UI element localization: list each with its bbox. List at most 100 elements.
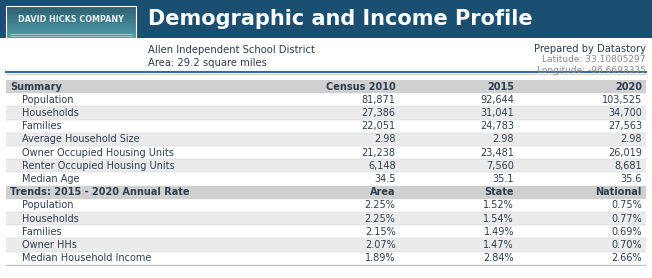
FancyBboxPatch shape (6, 13, 136, 14)
FancyBboxPatch shape (6, 33, 136, 34)
Text: Trends: 2015 - 2020 Annual Rate: Trends: 2015 - 2020 Annual Rate (10, 187, 190, 197)
Text: 2015: 2015 (487, 82, 514, 91)
Text: 2.07%: 2.07% (365, 240, 396, 250)
Text: 34,700: 34,700 (608, 108, 642, 118)
Text: Summary: Summary (10, 82, 62, 91)
Text: Latitude: 33.10805297: Latitude: 33.10805297 (542, 55, 646, 64)
FancyBboxPatch shape (6, 19, 136, 21)
Text: Longitude: -96.6693335: Longitude: -96.6693335 (537, 66, 646, 75)
FancyBboxPatch shape (6, 93, 646, 106)
FancyBboxPatch shape (6, 212, 646, 225)
Text: 2020: 2020 (615, 82, 642, 91)
FancyBboxPatch shape (6, 46, 136, 48)
Text: 23,481: 23,481 (480, 148, 514, 158)
FancyBboxPatch shape (6, 49, 136, 51)
FancyBboxPatch shape (6, 159, 646, 172)
FancyBboxPatch shape (6, 252, 646, 265)
Text: Owner HHs: Owner HHs (22, 240, 77, 250)
Text: Households: Households (22, 108, 79, 118)
Text: 0.77%: 0.77% (612, 214, 642, 224)
Text: Allen Independent School District: Allen Independent School District (148, 45, 315, 55)
Text: DAVID HICKS COMPANY: DAVID HICKS COMPANY (18, 16, 124, 24)
Text: 27,563: 27,563 (608, 121, 642, 131)
FancyBboxPatch shape (6, 24, 136, 26)
Text: Population: Population (22, 95, 74, 105)
Text: Median Age: Median Age (22, 174, 80, 184)
FancyBboxPatch shape (6, 14, 136, 16)
FancyBboxPatch shape (6, 120, 646, 133)
Text: Demographic and Income Profile: Demographic and Income Profile (148, 9, 533, 29)
Text: Owner Occupied Housing Units: Owner Occupied Housing Units (22, 148, 174, 158)
FancyBboxPatch shape (6, 106, 646, 120)
Text: 35.6: 35.6 (621, 174, 642, 184)
Text: 103,525: 103,525 (602, 95, 642, 105)
FancyBboxPatch shape (6, 146, 646, 159)
FancyBboxPatch shape (6, 31, 136, 33)
Text: 8,681: 8,681 (614, 161, 642, 171)
Text: 2.25%: 2.25% (364, 200, 396, 210)
Text: Area: Area (370, 187, 396, 197)
Text: 2.66%: 2.66% (612, 253, 642, 263)
FancyBboxPatch shape (6, 34, 136, 36)
Text: Area: 29.2 square miles: Area: 29.2 square miles (148, 58, 267, 68)
Text: 81,871: 81,871 (362, 95, 396, 105)
Text: Renter Occupied Housing Units: Renter Occupied Housing Units (22, 161, 175, 171)
Text: Census 2010: Census 2010 (326, 82, 396, 91)
FancyBboxPatch shape (6, 172, 646, 186)
FancyBboxPatch shape (6, 6, 136, 8)
Text: 0.75%: 0.75% (612, 200, 642, 210)
Text: 22,051: 22,051 (361, 121, 396, 131)
Text: 34.5: 34.5 (374, 174, 396, 184)
Text: National: National (596, 187, 642, 197)
Text: 6,148: 6,148 (368, 161, 396, 171)
FancyBboxPatch shape (6, 36, 136, 38)
FancyBboxPatch shape (6, 43, 136, 44)
Text: 1.89%: 1.89% (365, 253, 396, 263)
Text: 1.47%: 1.47% (483, 240, 514, 250)
FancyBboxPatch shape (6, 23, 136, 24)
Text: 2.25%: 2.25% (364, 214, 396, 224)
Text: Average Household Size: Average Household Size (22, 134, 140, 144)
Text: 1.52%: 1.52% (483, 200, 514, 210)
Text: Prepared by Datastory: Prepared by Datastory (534, 44, 646, 54)
Text: 7,560: 7,560 (486, 161, 514, 171)
FancyBboxPatch shape (6, 80, 646, 93)
FancyBboxPatch shape (6, 53, 136, 54)
Text: 26,019: 26,019 (608, 148, 642, 158)
Text: 27,386: 27,386 (362, 108, 396, 118)
FancyBboxPatch shape (6, 9, 136, 11)
FancyBboxPatch shape (6, 133, 646, 146)
FancyBboxPatch shape (6, 8, 136, 9)
FancyBboxPatch shape (0, 38, 652, 73)
FancyBboxPatch shape (6, 44, 136, 46)
Text: 1.54%: 1.54% (483, 214, 514, 224)
FancyBboxPatch shape (6, 26, 136, 28)
FancyBboxPatch shape (6, 21, 136, 23)
FancyBboxPatch shape (6, 51, 136, 53)
FancyBboxPatch shape (6, 186, 646, 199)
Text: 2.84%: 2.84% (483, 253, 514, 263)
Text: 2.15%: 2.15% (365, 227, 396, 237)
FancyBboxPatch shape (6, 239, 646, 252)
Text: 35.1: 35.1 (492, 174, 514, 184)
FancyBboxPatch shape (6, 18, 136, 19)
Text: 31,041: 31,041 (481, 108, 514, 118)
Text: 1.49%: 1.49% (484, 227, 514, 237)
Text: Median Household Income: Median Household Income (22, 253, 151, 263)
Text: Population: Population (22, 200, 74, 210)
FancyBboxPatch shape (0, 0, 652, 38)
FancyBboxPatch shape (6, 54, 136, 56)
Text: 0.69%: 0.69% (612, 227, 642, 237)
Text: Families: Families (22, 227, 62, 237)
FancyBboxPatch shape (6, 28, 136, 29)
FancyBboxPatch shape (6, 39, 136, 41)
Text: 2.98: 2.98 (621, 134, 642, 144)
Text: 2.98: 2.98 (374, 134, 396, 144)
FancyBboxPatch shape (6, 199, 646, 212)
FancyBboxPatch shape (6, 48, 136, 49)
FancyBboxPatch shape (6, 41, 136, 43)
Text: Families: Families (22, 121, 62, 131)
Text: 21,238: 21,238 (362, 148, 396, 158)
FancyBboxPatch shape (6, 225, 646, 239)
FancyBboxPatch shape (6, 11, 136, 13)
